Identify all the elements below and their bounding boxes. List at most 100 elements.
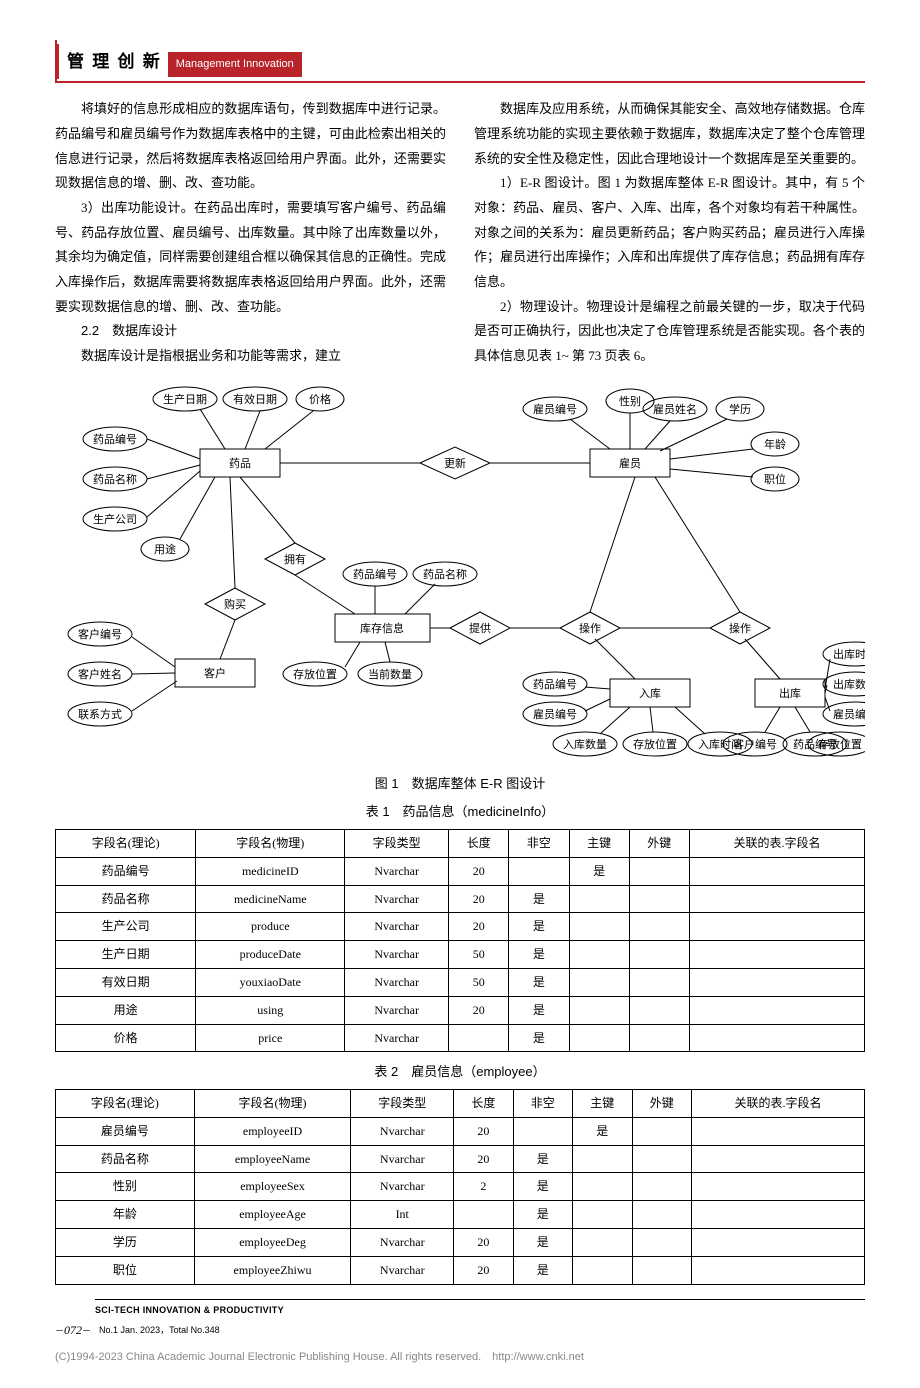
table-2-cell: Nvarchar — [351, 1145, 454, 1173]
table-1-cell — [629, 1024, 689, 1052]
table-2-header-cell: 非空 — [513, 1089, 572, 1117]
svg-text:学历: 学历 — [729, 402, 751, 416]
table-1-cell: 是 — [509, 913, 569, 941]
table-1-caption: 表 1 药品信息（medicineInfo） — [55, 800, 865, 825]
table-1-cell: 是 — [509, 941, 569, 969]
table-2-cell: 2 — [454, 1173, 513, 1201]
svg-text:性别: 性别 — [619, 394, 641, 408]
svg-text:生产公司: 生产公司 — [93, 512, 137, 526]
table-2-cell — [632, 1117, 691, 1145]
svg-text:价格: 价格 — [309, 392, 331, 406]
table-1-row: 药品编号medicineIDNvarchar20 是 — [56, 857, 865, 885]
table-2: 字段名(理论)字段名(物理)字段类型长度非空主键外键关联的表.字段名 雇员编号e… — [55, 1089, 865, 1285]
table-2-cell: 20 — [454, 1145, 513, 1173]
svg-text:出库数量: 出库数量 — [833, 677, 865, 691]
svg-text:雇员编号: 雇员编号 — [833, 707, 865, 721]
table-2-cell: 雇员编号 — [56, 1117, 195, 1145]
table-2-header-cell: 主键 — [573, 1089, 632, 1117]
table-1-cell — [629, 913, 689, 941]
page-footer: SCI-TECH INNOVATION & PRODUCTIVITY －072－… — [55, 1299, 865, 1369]
table-1-cell: 是 — [509, 968, 569, 996]
table-2-cell: 是 — [573, 1117, 632, 1145]
table-1-header-cell: 主键 — [569, 829, 629, 857]
table-2-cell: employeeName — [194, 1145, 351, 1173]
table-2-cell — [691, 1145, 864, 1173]
table-1-cell: 20 — [449, 857, 509, 885]
table-2-cell: 是 — [513, 1228, 572, 1256]
svg-text:药品名称: 药品名称 — [423, 567, 467, 581]
table-2-cell — [691, 1117, 864, 1145]
table-1-cell: using — [196, 996, 345, 1024]
para-5: 1）E-R 图设计。图 1 为数据库整体 E-R 图设计。其中，有 5 个对象：… — [474, 171, 865, 294]
table-1-cell: price — [196, 1024, 345, 1052]
table-1-cell: 药品编号 — [56, 857, 196, 885]
table-2-cell: employeeSex — [194, 1173, 351, 1201]
table-1-cell: produceDate — [196, 941, 345, 969]
table-1-cell: 20 — [449, 885, 509, 913]
table-2-cell: 年龄 — [56, 1201, 195, 1229]
table-1-cell: Nvarchar — [345, 857, 449, 885]
table-1-cell: 是 — [509, 996, 569, 1024]
table-1-cell — [629, 968, 689, 996]
svg-text:药品: 药品 — [229, 457, 251, 470]
table-2-cell — [632, 1145, 691, 1173]
table-2-cell — [691, 1173, 864, 1201]
table-2-cell: 职位 — [56, 1256, 195, 1284]
table-2-row: 年龄employeeAgeInt是 — [56, 1201, 865, 1229]
table-1-cell — [689, 1024, 864, 1052]
table-1-row: 药品名称medicineNameNvarchar20是 — [56, 885, 865, 913]
table-2-cell: Int — [351, 1201, 454, 1229]
svg-text:雇员编号: 雇员编号 — [533, 707, 577, 721]
svg-text:购买: 购买 — [224, 597, 246, 611]
header-title-cn: 管 理 创 新 — [67, 46, 162, 78]
table-1-cell: 20 — [449, 996, 509, 1024]
page-number: 072 — [64, 1323, 82, 1337]
table-2-row: 性别employeeSexNvarchar2是 — [56, 1173, 865, 1201]
table-1-row: 用途usingNvarchar20是 — [56, 996, 865, 1024]
svg-text:雇员姓名: 雇员姓名 — [653, 402, 697, 416]
table-1-cell: 是 — [569, 857, 629, 885]
table-1-cell — [569, 941, 629, 969]
table-1-header-cell: 字段名(理论) — [56, 829, 196, 857]
table-2-cell — [691, 1228, 864, 1256]
table-1-cell: medicineID — [196, 857, 345, 885]
svg-text:更新: 更新 — [444, 456, 466, 470]
table-1-cell — [629, 885, 689, 913]
table-1-row: 生产公司produceNvarchar20是 — [56, 913, 865, 941]
table-1-cell — [569, 968, 629, 996]
copyright-line: (C)1994-2023 China Academic Journal Elec… — [55, 1347, 865, 1368]
table-1-cell — [689, 857, 864, 885]
table-1-cell: medicineName — [196, 885, 345, 913]
svg-text:职位: 职位 — [764, 472, 786, 486]
table-2-cell: Nvarchar — [351, 1256, 454, 1284]
er-diagram-svg: 药品 雇员 客户 库存信息 入库 出库 更新 拥有 购买 提供 操作 操作 药品… — [55, 379, 865, 759]
table-2-cell — [573, 1256, 632, 1284]
table-1-cell — [569, 913, 629, 941]
table-2-cell: Nvarchar — [351, 1173, 454, 1201]
table-1-cell: 有效日期 — [56, 968, 196, 996]
er-diagram: 药品 雇员 客户 库存信息 入库 出库 更新 拥有 购买 提供 操作 操作 药品… — [55, 379, 865, 768]
table-1-cell — [569, 996, 629, 1024]
table-1-cell — [629, 941, 689, 969]
table-1-cell — [689, 941, 864, 969]
svg-text:药品编号: 药品编号 — [353, 567, 397, 581]
subsection-heading: 2.2 数据库设计 — [55, 319, 446, 344]
para-4: 数据库及应用系统，从而确保其能安全、高效地存储数据。仓库管理系统功能的实现主要依… — [474, 97, 865, 171]
table-1-header-cell: 字段名(物理) — [196, 829, 345, 857]
table-1-row: 生产日期produceDateNvarchar50是 — [56, 941, 865, 969]
svg-text:入库数量: 入库数量 — [563, 738, 607, 751]
table-1-cell: 生产公司 — [56, 913, 196, 941]
section-header: 管 理 创 新 Management Innovation — [55, 40, 865, 83]
svg-text:药品编号: 药品编号 — [533, 677, 577, 691]
table-1-cell: Nvarchar — [345, 968, 449, 996]
table-1-cell — [569, 1024, 629, 1052]
svg-text:当前数量: 当前数量 — [368, 667, 412, 681]
table-2-cell — [454, 1201, 513, 1229]
svg-text:联系方式: 联系方式 — [78, 707, 122, 721]
table-2-cell: 是 — [513, 1201, 572, 1229]
table-2-cell — [573, 1173, 632, 1201]
table-2-cell: 是 — [513, 1173, 572, 1201]
table-1-cell — [689, 913, 864, 941]
figure-1-caption: 图 1 数据库整体 E-R 图设计 — [55, 772, 865, 797]
para-2: 3）出库功能设计。在药品出库时，需要填写客户编号、药品编号、药品存放位置、雇员编… — [55, 196, 446, 319]
